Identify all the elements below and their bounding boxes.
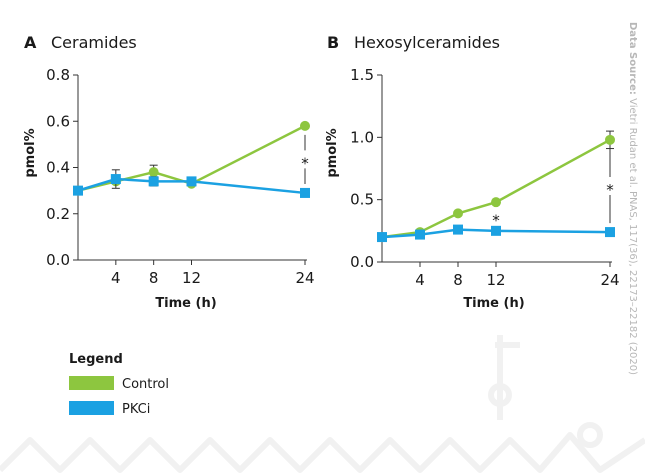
y-tick-label: 0.0: [350, 253, 374, 271]
chart-panel-a: A Ceramides 0.0 0.2 0.4 0.6 0.8 4 8 12 24 Time …: [23, 33, 315, 311]
data-point-pkci: [377, 232, 387, 243]
y-tick-label: 0.2: [46, 205, 70, 223]
data-point-pkci: [491, 225, 501, 236]
panel-a-axes: [73, 74, 307, 265]
panel-b-title: Hexosylceramides: [354, 33, 500, 52]
chart-panel-b: B Hexosylceramides 0.0 0.5 1.0 1.5 4 8 12 24 T…: [325, 33, 620, 311]
y-tick-label: 0.0: [46, 251, 70, 269]
data-point-pkci: [453, 224, 463, 235]
background-decoration: [0, 335, 645, 473]
x-tick-label: 24: [295, 269, 314, 287]
data-point-pkci: [415, 229, 425, 240]
y-tick-label: 0.6: [46, 112, 70, 130]
legend-label-pkci: PKCi: [122, 402, 150, 417]
y-tick-label: 0.4: [46, 159, 70, 177]
y-tick-label: 1.5: [350, 66, 374, 84]
x-tick-label: 8: [149, 269, 159, 287]
data-point-pkci: [605, 227, 615, 238]
panel-a-letter: A: [24, 33, 37, 52]
panel-a-y-ticks: 0.0 0.2 0.4 0.6 0.8: [46, 66, 70, 269]
legend-swatch-control: [69, 376, 114, 390]
legend-swatch-pkci: [69, 401, 114, 415]
data-point-pkci: [186, 176, 197, 187]
legend: Legend Control PKCi: [69, 352, 169, 417]
y-tick-label: 0.8: [46, 66, 70, 84]
panel-b-annotations: **: [492, 148, 614, 229]
data-point-control: [148, 167, 159, 178]
significance-star: *: [492, 211, 500, 229]
panel-b-x-ticks: 4 8 12 24: [415, 271, 619, 289]
significance-star: *: [301, 154, 309, 172]
panel-b-axes: [377, 74, 612, 267]
panel-a-x-axis-label: Time (h): [155, 296, 216, 311]
y-tick-label: 1.0: [350, 128, 374, 146]
data-point-pkci: [148, 176, 159, 187]
x-tick-label: 4: [415, 271, 425, 289]
panel-a-series: [73, 120, 310, 198]
panel-b-x-axis-label: Time (h): [463, 296, 524, 311]
panel-a-annotations: *: [301, 134, 309, 184]
x-tick-label: 4: [111, 269, 121, 287]
data-point-control: [605, 134, 615, 145]
significance-star: *: [606, 181, 614, 199]
data-point-pkci: [73, 185, 83, 196]
panel-b-y-ticks: 0.0 0.5 1.0 1.5: [350, 66, 374, 271]
x-tick-label: 24: [600, 271, 619, 289]
panel-b-letter: B: [327, 33, 339, 52]
panel-a-x-ticks: 4 8 12 24: [111, 269, 314, 287]
data-point-pkci: [300, 187, 310, 198]
y-tick-label: 0.5: [350, 191, 374, 209]
data-point-pkci: [110, 174, 121, 185]
panel-a-y-axis-label: pmol%: [23, 128, 38, 177]
panel-a-title: Ceramides: [51, 33, 137, 52]
panel-b-y-axis-label: pmol%: [325, 128, 340, 177]
x-tick-label: 8: [453, 271, 463, 289]
x-tick-label: 12: [182, 269, 201, 287]
x-tick-label: 12: [486, 271, 505, 289]
data-point-control: [300, 120, 310, 131]
data-point-control: [453, 208, 463, 219]
data-point-control: [491, 197, 501, 208]
panel-b-series: [377, 130, 615, 243]
legend-title: Legend: [69, 352, 123, 367]
data-source-note: Data Source: Vietri Rudan et al. PNAS, 1…: [627, 22, 638, 375]
legend-label-control: Control: [122, 377, 169, 392]
